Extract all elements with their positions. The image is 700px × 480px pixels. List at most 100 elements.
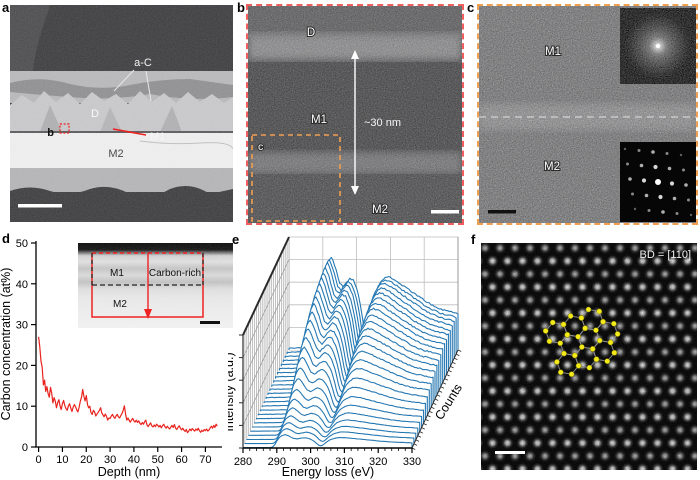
diffraction-spot (623, 147, 627, 151)
x-tick-label: 30 (104, 454, 116, 466)
m2-label: M2 (372, 204, 388, 216)
roi-b-label: b (47, 127, 54, 139)
model-group (542, 306, 621, 377)
counts-tick (436, 394, 441, 397)
eels-spectrum (255, 378, 426, 420)
diffraction-spot (644, 193, 649, 198)
diamond-label: D (307, 27, 315, 39)
m1-leader-line (112, 128, 147, 136)
eels-spectrum (250, 407, 421, 432)
diffraction-spot (655, 179, 661, 185)
counts-tick (457, 349, 462, 352)
y-tick-label: 50 (16, 238, 28, 250)
counts-tick (413, 443, 418, 446)
panel-label-a: a (2, 0, 10, 15)
a-c-leader-line (145, 70, 152, 102)
fft-inset-crystalline (620, 142, 696, 222)
scale-bar (18, 204, 62, 208)
panel-label-d: d (2, 231, 10, 246)
grain-overlay (10, 5, 233, 222)
diffraction-spot (658, 194, 663, 200)
bond-lines (545, 308, 619, 375)
depth-profile-curve (38, 336, 218, 434)
diffraction-spot (626, 162, 629, 166)
y-tick-label: 30 (16, 320, 28, 332)
wall-level-line (242, 327, 290, 426)
counts-tick (452, 361, 456, 365)
spectra (242, 256, 459, 449)
counts-tick (427, 414, 431, 418)
atom-dot (568, 371, 575, 377)
atom-dot (596, 337, 603, 344)
wall-level-line (242, 304, 290, 403)
atomic-model-overlay (542, 306, 621, 377)
spectrum-fill (243, 434, 412, 448)
inset-scale-bar (200, 321, 220, 324)
counts-tick (425, 419, 429, 422)
eels-spectrum (246, 422, 417, 441)
diffraction-spot (661, 210, 665, 214)
thickness-label: ~30 nm (364, 117, 401, 129)
fft-inset-amorphous (620, 8, 696, 84)
panel-f-micrograph: BD = [110] (481, 243, 697, 470)
atom-dot (593, 327, 599, 333)
atom-dot (604, 358, 611, 364)
atom-dot (567, 313, 574, 319)
arrow-head-up (351, 50, 359, 59)
diffraction-spot (667, 166, 672, 171)
atom-dot (572, 352, 578, 359)
atom-dot (542, 328, 549, 334)
scan-arrow-head (144, 309, 152, 319)
counts-tick (455, 353, 460, 356)
counts-tick (423, 423, 427, 426)
x-tick-label: 320 (369, 456, 387, 468)
counts-tick (421, 427, 425, 430)
atom-dots (542, 306, 621, 377)
diffraction-spot (631, 192, 634, 196)
roi-c-label: c (258, 141, 263, 153)
x-tick-label: 310 (335, 456, 353, 468)
counts-tick (429, 410, 433, 414)
grain-overlay (481, 243, 697, 470)
panel-a-micrograph: a-C D b M1 M2 (10, 5, 233, 222)
x-tick-label: 290 (268, 456, 286, 468)
diffraction-spot (679, 153, 683, 157)
roi-c-box (251, 134, 341, 222)
beam-direction-label: BD = [110] (639, 249, 691, 261)
panel-label-e: e (232, 232, 240, 247)
counts-tick (442, 382, 447, 385)
atom-dot (585, 306, 592, 313)
atom-dot (560, 321, 567, 328)
panel-b-micrograph: D ~30 nm M1 M2 c (246, 4, 464, 225)
atom-dot (564, 331, 571, 338)
atom-dot (582, 325, 588, 332)
wall-top-edge (242, 236, 290, 336)
wall-level-line (242, 282, 290, 381)
y-tick-label: 20 (16, 360, 28, 372)
atom-dot (611, 320, 617, 327)
counts-tick (444, 378, 448, 381)
scale-bar (431, 210, 459, 214)
diffraction-spot (633, 207, 637, 211)
arrow-head-down (351, 186, 359, 195)
inset-carbon-rich-label: Carbon-rich (149, 268, 201, 279)
diffraction-spot (669, 181, 675, 186)
counts-tick (448, 370, 452, 373)
central-spot (655, 43, 661, 49)
y-tick-label: 40 (16, 279, 28, 291)
m2-label: M2 (544, 161, 560, 173)
x-tick-label: 0 (36, 454, 42, 466)
atom-dot (557, 369, 564, 376)
x-axis-title: Depth (nm) (98, 465, 161, 479)
left-wall (239, 236, 290, 449)
counts-tick (438, 390, 443, 393)
atom-dot (554, 359, 560, 365)
eels-spectrum (252, 398, 423, 428)
panel-c-image: M1 M2 (479, 6, 696, 223)
x-tick-label: 50 (152, 454, 164, 466)
m1-label: M1 (545, 46, 561, 58)
diffraction-spot (637, 149, 641, 152)
diffraction-spot (672, 196, 677, 201)
eels-spectrum (244, 428, 415, 445)
